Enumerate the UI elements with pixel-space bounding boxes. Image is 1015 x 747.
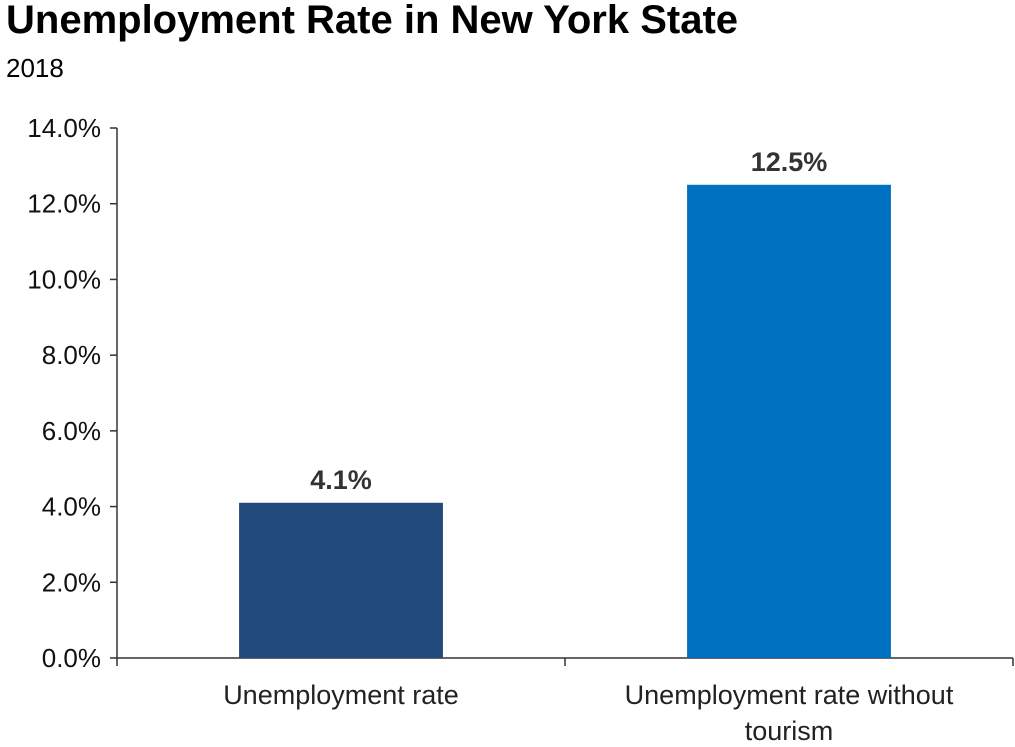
y-tick-label: 6.0% (42, 416, 101, 446)
y-tick-label: 12.0% (27, 189, 101, 219)
bar (239, 502, 443, 658)
chart-subtitle: 2018 (6, 53, 64, 83)
chart-title: Unemployment Rate in New York State (6, 0, 739, 42)
y-tick-label: 4.0% (42, 492, 101, 522)
y-tick-label: 2.0% (42, 567, 101, 597)
y-tick-label: 8.0% (42, 340, 101, 370)
y-tick-label: 0.0% (42, 643, 101, 673)
x-category-label: Unemployment rate (223, 680, 459, 710)
y-tick-label: 14.0% (27, 113, 101, 143)
data-label: 12.5% (751, 147, 828, 177)
data-label: 4.1% (310, 465, 372, 495)
bar (687, 184, 891, 659)
x-category-label: tourism (745, 716, 834, 746)
y-tick-label: 10.0% (27, 264, 101, 294)
x-category-label: Unemployment rate without (625, 680, 954, 710)
